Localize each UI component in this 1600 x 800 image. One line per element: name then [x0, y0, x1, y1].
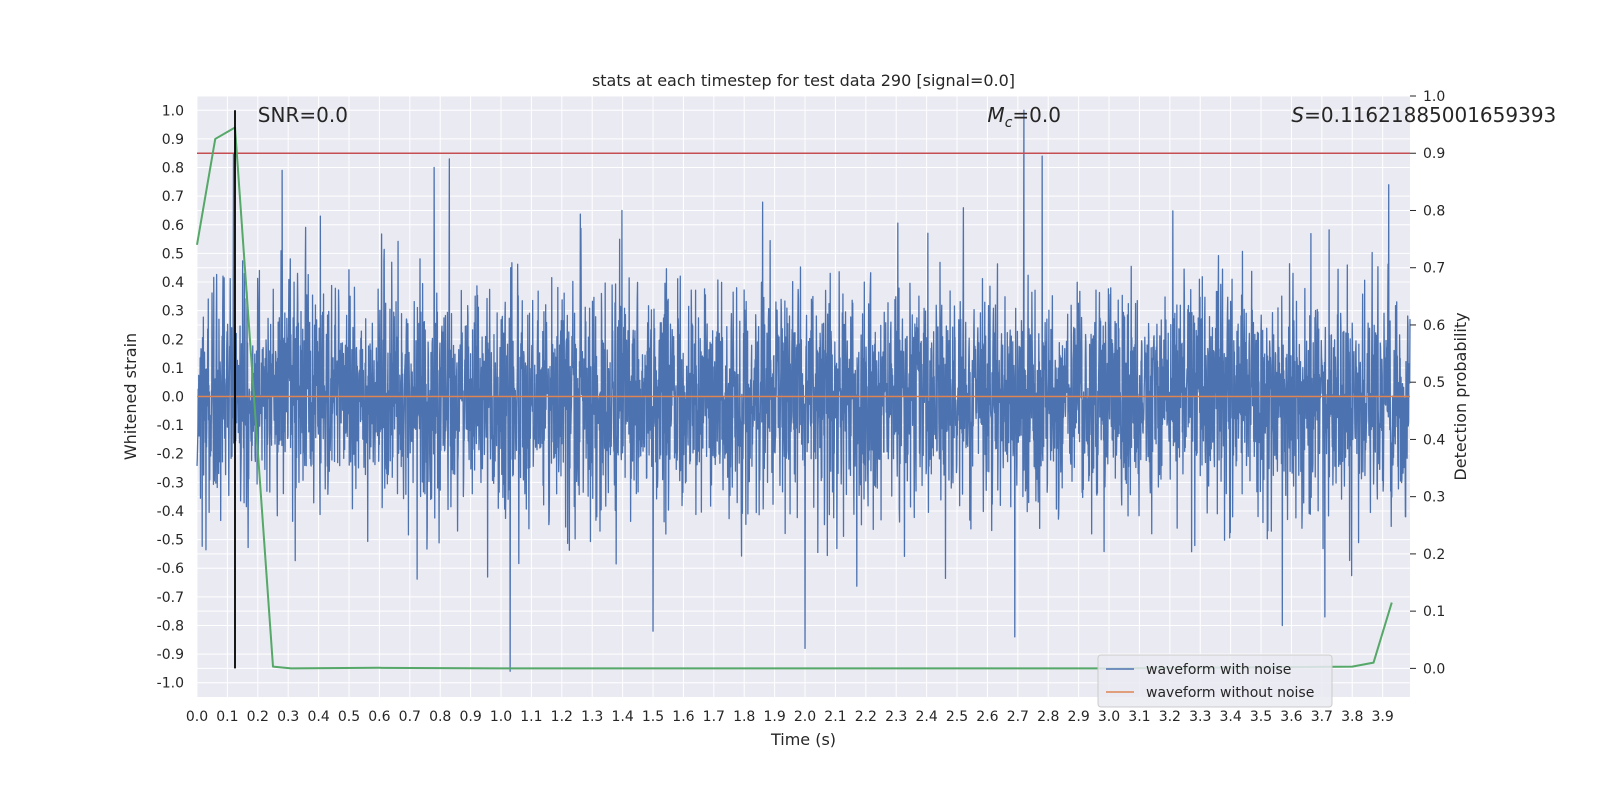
y-tick-label: 0.3 — [162, 304, 184, 320]
y2-tick-label: 0.7 — [1423, 261, 1445, 277]
x-tick-label: 0.7 — [399, 709, 421, 725]
x-tick-label: 0.0 — [186, 709, 208, 725]
y-tick-label: 0.8 — [162, 161, 184, 177]
x-tick-label: 0.2 — [247, 709, 269, 725]
x-tick-label: 1.0 — [490, 709, 512, 725]
x-tick-label: 2.4 — [915, 709, 937, 725]
x-tick-label: 0.5 — [338, 709, 360, 725]
annotation-chirp-mass: Mc=0.0 — [987, 103, 1061, 131]
x-tick-label: 3.4 — [1220, 709, 1242, 725]
x-tick-label: 2.8 — [1037, 709, 1059, 725]
y-tick-label: 1.0 — [162, 103, 184, 119]
y-tick-label: -1.0 — [157, 676, 184, 692]
y2-tick-label: 0.3 — [1423, 490, 1445, 506]
x-tick-label: 3.8 — [1341, 709, 1363, 725]
y-tick-label: -0.3 — [157, 475, 184, 491]
y-tick-label: 0.1 — [162, 361, 184, 377]
y2-tick-label: 0.1 — [1423, 604, 1445, 620]
tick-labels: 0.0 0.1 0.2 0.3 0.4 0.5 0.6 0.7 0.8 0.9 1.0 1.1 1.2 1… — [157, 89, 1446, 725]
x-tick-label: 0.6 — [368, 709, 390, 725]
y-tick-label: -0.8 — [157, 618, 184, 634]
x-tick-label: 2.3 — [885, 709, 907, 725]
legend-label-waveform-with-noise: waveform with noise — [1146, 662, 1291, 678]
detection-probability-line — [196, 126, 1393, 670]
y-tick-label: 0.4 — [162, 275, 184, 291]
lines — [196, 110, 1410, 670]
x-tick-label: 3.0 — [1098, 709, 1120, 725]
x-tick-label: 2.0 — [794, 709, 816, 725]
x-tick-label: 1.4 — [611, 709, 633, 725]
x-tick-label: 3.2 — [1159, 709, 1181, 725]
y-tick-label: -0.4 — [157, 504, 184, 520]
legend-label-waveform-without-noise: waveform without noise — [1146, 685, 1314, 701]
x-tick-label: 0.3 — [277, 709, 299, 725]
x-tick-label: 1.2 — [551, 709, 573, 725]
y-tick-label: 0.9 — [162, 132, 184, 148]
annotation-s: S=0.11621885001659393 — [1291, 103, 1556, 127]
y-axis-label: Whitened strain — [121, 333, 140, 460]
x-tick-label: 1.3 — [581, 709, 603, 725]
y2-tick-label: 0.9 — [1423, 146, 1445, 162]
y2-tick-label: 0.4 — [1423, 432, 1445, 448]
x-tick-label: 1.5 — [642, 709, 664, 725]
legend: waveform with noise waveform without noi… — [1097, 654, 1333, 708]
x-tick-label: 1.6 — [672, 709, 694, 725]
y2-tick-label: 0.8 — [1423, 203, 1445, 219]
annotation-s-value: =0.11621885001659393 — [1304, 103, 1556, 127]
x-tick-label: 2.6 — [976, 709, 998, 725]
y-tick-label: 0.0 — [162, 390, 184, 406]
x-tick-label: 1.8 — [733, 709, 755, 725]
y-tick-label: 0.5 — [162, 246, 184, 262]
y2-axis-label: Detection probability — [1451, 312, 1470, 480]
x-tick-label: 3.6 — [1280, 709, 1302, 725]
y2-tick-label: 0.5 — [1423, 375, 1445, 391]
y-tick-label: -0.1 — [157, 418, 184, 434]
y-tick-label: 0.6 — [162, 218, 184, 234]
x-tick-label: 3.7 — [1311, 709, 1333, 725]
annotation-snr: SNR=0.0 — [258, 103, 348, 127]
x-tick-label: 3.3 — [1189, 709, 1211, 725]
x-tick-label: 2.5 — [946, 709, 968, 725]
y2-tick-label: 1.0 — [1423, 89, 1445, 105]
annotation-mc-value: =0.0 — [1012, 103, 1061, 127]
chart-title: stats at each timestep for test data 290… — [592, 71, 1015, 90]
annotation-mc-symbol: M — [987, 103, 1004, 127]
x-tick-label: 1.1 — [520, 709, 542, 725]
y-tick-label: 0.7 — [162, 189, 184, 205]
x-tick-label: 2.1 — [824, 709, 846, 725]
x-tick-label: 3.9 — [1372, 709, 1394, 725]
x-tick-label: 3.1 — [1128, 709, 1150, 725]
y2-tick-label: 0.6 — [1423, 318, 1445, 334]
x-tick-label: 1.9 — [763, 709, 785, 725]
y-tick-label: -0.2 — [157, 447, 184, 463]
annotation-s-symbol: S — [1291, 103, 1304, 127]
annotation-mc-subscript: c — [1005, 115, 1013, 131]
legend-box — [1097, 654, 1333, 708]
x-tick-label: 0.4 — [307, 709, 329, 725]
y-tick-label: -0.6 — [157, 561, 184, 577]
x-tick-label: 0.9 — [459, 709, 481, 725]
y-tick-label: -0.5 — [157, 533, 184, 549]
y2-tick-label: 0.0 — [1423, 661, 1445, 677]
x-tick-label: 1.7 — [703, 709, 725, 725]
x-tick-label: 0.8 — [429, 709, 451, 725]
y2-tick-label: 0.2 — [1423, 547, 1445, 563]
x-tick-label: 0.1 — [216, 709, 238, 725]
x-tick-label: 2.7 — [1007, 709, 1029, 725]
x-tick-label: 2.9 — [1067, 709, 1089, 725]
x-tick-label: 2.2 — [855, 709, 877, 725]
y-tick-label: 0.2 — [162, 332, 184, 348]
x-tick-label: 3.5 — [1250, 709, 1272, 725]
y-tick-label: -0.9 — [157, 647, 184, 663]
x-axis-label: Time (s) — [770, 730, 836, 749]
y-tick-label: -0.7 — [157, 590, 184, 606]
